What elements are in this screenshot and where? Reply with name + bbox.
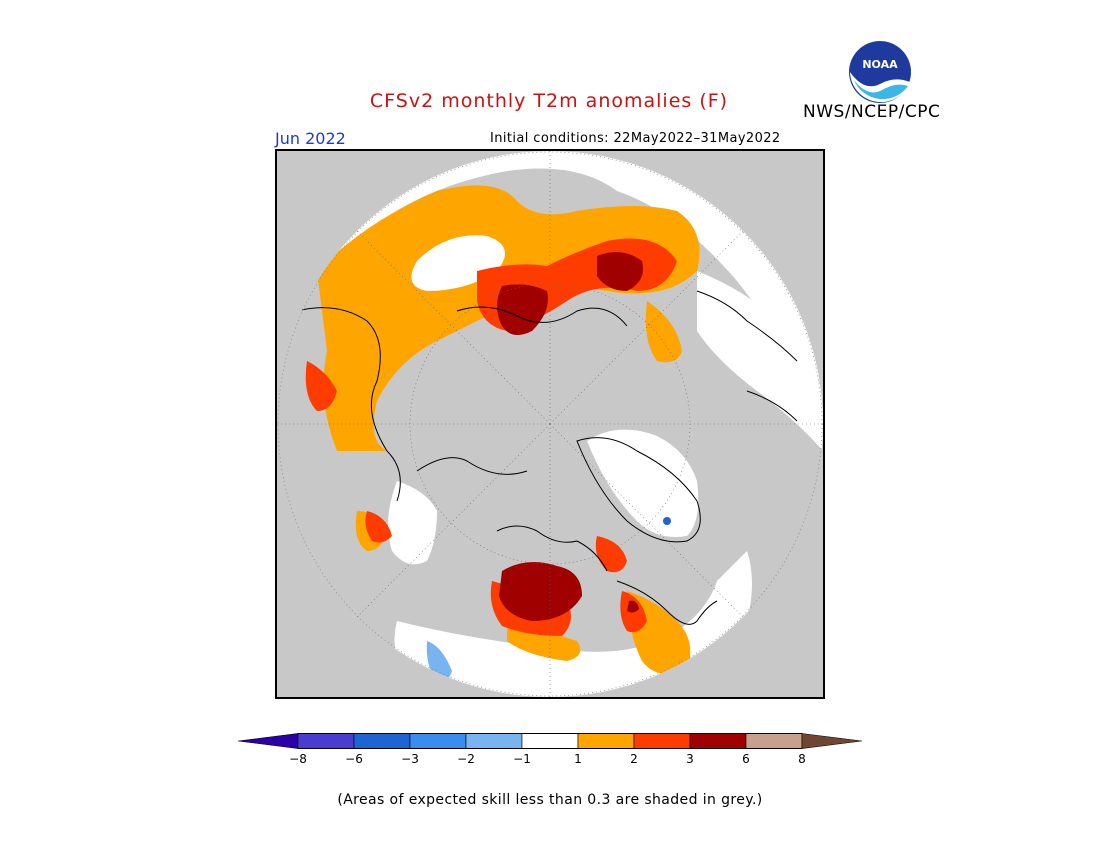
- skill-footnote: (Areas of expected skill less than 0.3 a…: [337, 792, 763, 808]
- orange-scandinavia: [645, 301, 682, 363]
- colorbar-tick-label: −8: [289, 752, 307, 766]
- colorbar-tick-label: 8: [798, 752, 806, 766]
- white-region-north: [277, 151, 823, 381]
- colorbar-bin: [801, 733, 862, 749]
- colorbar-tick-label: 2: [630, 752, 638, 766]
- colorbar-bin: [297, 733, 355, 749]
- noaa-logo: NOAA: [849, 41, 911, 103]
- white-region-east: [697, 271, 823, 451]
- forecast-month: Jun 2022: [275, 129, 346, 148]
- colorbar-tick-label: −6: [345, 752, 363, 766]
- colorbar-tick-label: −3: [401, 752, 419, 766]
- colorbar-tick-label: −2: [457, 752, 475, 766]
- colorbar-tick-label: −1: [513, 752, 531, 766]
- darkred-canada: [499, 562, 582, 621]
- map-title: CFSv2 monthly T2m anomalies (F): [369, 90, 729, 112]
- colorbar: [238, 733, 862, 749]
- colorbar-ticks: −8 −6 −3 −2 −1 1 2 3 6 8: [0, 752, 1100, 768]
- colorbar-bin: [521, 733, 579, 749]
- red-arctic-islands: [595, 536, 627, 573]
- colorbar-bin: [409, 733, 467, 749]
- colorbar-bin: [633, 733, 691, 749]
- colorbar-bin: [689, 733, 747, 749]
- colorbar-bin: [353, 733, 411, 749]
- colorbar-bin: [577, 733, 635, 749]
- colorbar-tick-label: 1: [574, 752, 582, 766]
- polar-map-canvas: [277, 151, 823, 697]
- colorbar-bin: [745, 733, 803, 749]
- darkred-east-siberia: [597, 252, 643, 291]
- white-region-west: [388, 481, 437, 565]
- colorbar-bin: [238, 733, 299, 749]
- red-alaska: [365, 511, 392, 543]
- white-region-greenland: [587, 429, 699, 537]
- darkred-spot: [627, 600, 639, 613]
- blue-spot-greenland: [663, 517, 671, 525]
- logo-text: NOAA: [862, 58, 898, 71]
- initial-conditions: Initial conditions: 22May2022–31May2022: [490, 131, 781, 146]
- agency-label: NWS/NCEP/CPC: [803, 102, 941, 122]
- colorbar-bin: [465, 733, 523, 749]
- red-west-coast: [305, 361, 337, 411]
- colorbar-tick-label: 6: [742, 752, 750, 766]
- colorbar-tick-label: 3: [686, 752, 694, 766]
- polar-map: [275, 149, 825, 699]
